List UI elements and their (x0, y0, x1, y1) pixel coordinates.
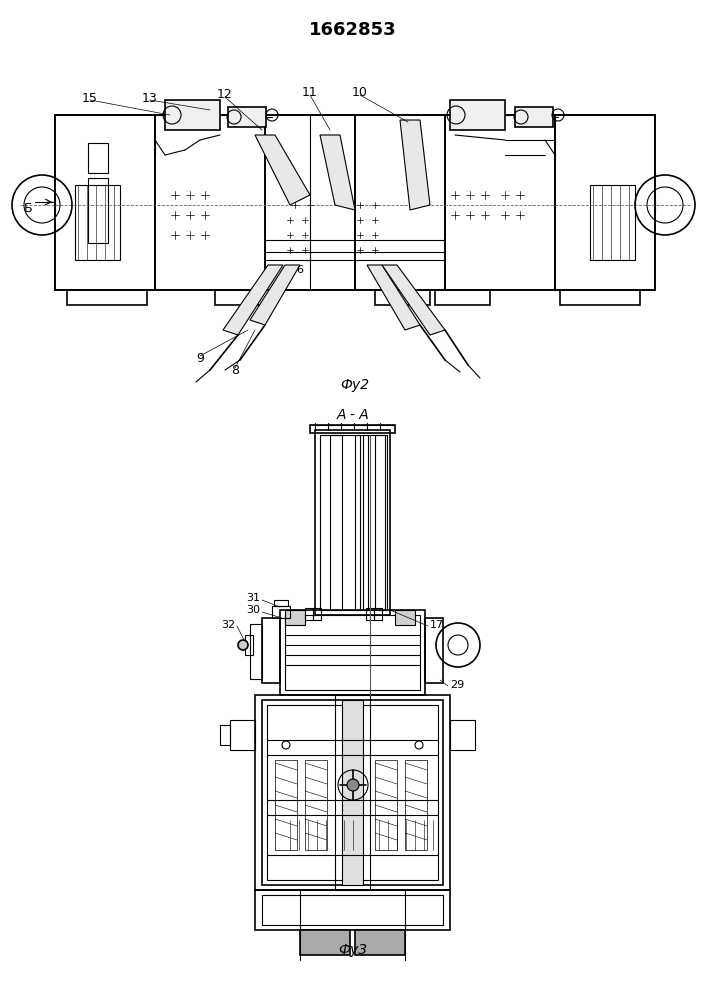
Bar (228, 107, 266, 127)
Bar (315, 430, 390, 615)
Bar (215, 290, 270, 305)
Bar (425, 618, 443, 683)
Polygon shape (223, 265, 283, 335)
Bar (363, 435, 368, 610)
Bar (285, 610, 305, 625)
Bar (375, 760, 397, 850)
Bar (67, 290, 147, 305)
Text: 32: 32 (221, 620, 235, 630)
Bar (310, 425, 395, 433)
Bar (405, 760, 427, 850)
Text: 10: 10 (352, 87, 368, 100)
Polygon shape (255, 135, 310, 205)
Polygon shape (367, 265, 420, 330)
Bar (375, 435, 387, 610)
Bar (305, 760, 327, 850)
Text: 13: 13 (142, 92, 158, 104)
Text: Фу2: Фу2 (341, 378, 370, 392)
Bar (75, 185, 120, 260)
Bar (355, 930, 405, 955)
Text: 11: 11 (302, 87, 318, 100)
Bar (366, 608, 374, 620)
Bar (88, 178, 108, 243)
Polygon shape (400, 120, 430, 210)
Bar (374, 608, 382, 620)
Bar (330, 435, 342, 610)
Bar (165, 100, 220, 130)
Bar (88, 143, 108, 173)
Text: 17: 17 (430, 620, 444, 630)
Circle shape (238, 640, 248, 650)
Bar (230, 720, 255, 750)
Bar (355, 115, 445, 290)
Text: 31: 31 (246, 593, 260, 603)
Bar (395, 610, 415, 625)
Bar (285, 615, 420, 690)
Text: 6: 6 (296, 265, 303, 275)
Polygon shape (320, 135, 355, 210)
Bar (445, 115, 555, 290)
Bar (250, 624, 262, 679)
Bar (590, 185, 635, 260)
Bar (450, 100, 505, 130)
Text: Б: Б (23, 202, 32, 215)
Polygon shape (250, 265, 300, 325)
Bar (305, 608, 313, 620)
Bar (265, 115, 355, 290)
Bar (300, 930, 350, 955)
Bar (313, 608, 321, 620)
Bar (245, 635, 253, 655)
Bar (274, 600, 288, 606)
Text: А - А: А - А (337, 408, 369, 422)
Bar (262, 700, 443, 885)
Bar (435, 290, 490, 305)
Bar (320, 435, 385, 610)
Bar (155, 115, 265, 290)
Bar (267, 705, 438, 880)
Text: 1662853: 1662853 (309, 21, 397, 39)
Bar (262, 895, 443, 925)
Bar (355, 435, 360, 610)
Bar (55, 115, 155, 290)
Bar (55, 115, 655, 290)
Bar (555, 115, 655, 290)
Bar (335, 695, 370, 890)
Bar (560, 290, 640, 305)
Text: Фу3: Фу3 (339, 943, 368, 957)
Bar (262, 618, 280, 683)
Bar (342, 700, 363, 885)
Text: 30: 30 (246, 605, 260, 615)
Bar (280, 610, 425, 695)
Bar (272, 606, 290, 618)
Text: 9: 9 (196, 352, 204, 364)
Bar (255, 695, 450, 890)
Text: 15: 15 (82, 92, 98, 104)
Bar (515, 107, 553, 127)
Text: 29: 29 (450, 680, 464, 690)
Bar (255, 890, 450, 930)
Bar (275, 760, 297, 850)
Bar (220, 725, 230, 745)
Text: 12: 12 (217, 89, 233, 102)
Circle shape (347, 779, 359, 791)
Bar (450, 720, 475, 750)
Polygon shape (382, 265, 445, 335)
Text: 8: 8 (231, 363, 239, 376)
Bar (375, 290, 430, 305)
